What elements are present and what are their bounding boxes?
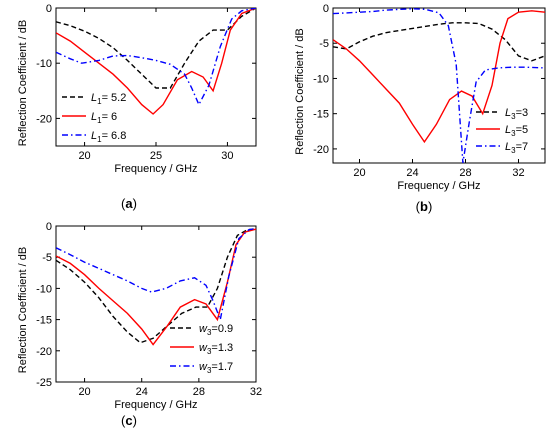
legend-symbol: L: [505, 124, 511, 136]
x-axis-title: Frequency / GHz: [397, 180, 480, 192]
x-axis-title: Frequency / GHz: [114, 163, 197, 175]
chart-panel-a: 20 25 30 0 -10 -20 Frequency / GHz Reflection C…: [17, 3, 257, 211]
legend-symbol: w: [199, 361, 208, 373]
x-tick-label: 28: [459, 167, 471, 179]
legend-subscript: 1: [97, 135, 102, 144]
y-tick-label: -20: [313, 144, 329, 156]
legend-value: = 5.2: [102, 92, 127, 104]
x-tick-label: 20: [353, 167, 365, 179]
x-tick-label: 20: [78, 386, 90, 398]
panel-letter: c: [125, 413, 132, 428]
y-tick-label: -10: [313, 73, 329, 85]
legend-subscript: 3: [511, 112, 516, 121]
plot-frame: [55, 225, 257, 383]
legend-label: L1= 6: [91, 111, 117, 125]
panel-label: (c): [121, 413, 137, 428]
legend-value: =0.9: [211, 323, 233, 335]
legend-symbol: L: [505, 107, 511, 119]
x-tick-label: 24: [136, 386, 148, 398]
legend-label: L3=3: [505, 107, 528, 121]
legend-subscript: 3: [511, 129, 516, 138]
x-tick-label: 20: [78, 150, 90, 162]
x-axis-title: Frequency / GHz: [114, 399, 197, 411]
legend-value: =1.3: [211, 342, 233, 354]
legend-value: = 6: [102, 111, 118, 123]
y-tick-label: 0: [46, 221, 52, 233]
legend-symbol: L: [91, 111, 97, 123]
x-tick-label: 32: [250, 386, 262, 398]
legend-symbol: L: [91, 130, 97, 142]
series-line-2: [56, 8, 256, 115]
legend-label: L1= 5.2: [91, 92, 126, 106]
series-line-2: [333, 10, 545, 144]
legend-subscript: 3: [511, 146, 516, 155]
legend-subscript: 1: [97, 97, 102, 106]
chart-panel-b: 20 24 28 32 0 -5 -10 -15 -20 Frequency / GHz Refle…: [294, 3, 546, 214]
legend-label: w3=1.7: [199, 361, 233, 375]
legend-value: =3: [516, 107, 529, 119]
y-axis-title: Reflection Coefficient / dB: [17, 247, 29, 373]
legend-symbol: L: [505, 141, 511, 153]
x-tick-label: 32: [512, 167, 524, 179]
x-tick-label: 28: [193, 386, 205, 398]
y-tick-label: 0: [46, 3, 52, 15]
y-tick-label: -15: [36, 315, 52, 327]
legend-symbol: w: [199, 342, 208, 354]
y-tick-label: -5: [319, 38, 329, 50]
series-line-3: [333, 8, 545, 163]
chart-panel-c: 20 24 28 32 0 -5 -10 -15 -20 -25 Frequency / GHz Re…: [17, 221, 262, 428]
y-tick-label: -20: [36, 113, 52, 125]
legend-value: = 6.8: [102, 130, 127, 142]
x-tick-label: 30: [221, 150, 233, 162]
series-line-1: [56, 8, 256, 89]
y-tick-label: -5: [42, 252, 52, 264]
panel-letter: a: [125, 196, 133, 211]
panel-letter: b: [420, 199, 428, 214]
legend-value: =7: [516, 141, 529, 153]
legend-symbol: L: [91, 92, 97, 104]
legend-subscript: 1: [97, 116, 102, 125]
legend-label: w3=1.3: [199, 342, 233, 356]
series-line-3: [56, 8, 256, 107]
plot-frame: [55, 7, 257, 147]
y-axis-title: Reflection Coefficient / dB: [17, 20, 29, 146]
legend-label: L1= 6.8: [91, 130, 126, 144]
y-tick-label: -15: [313, 109, 329, 121]
plot-frame: [332, 7, 546, 164]
legend-subscript: 3: [207, 366, 212, 375]
series-line-1: [56, 228, 256, 344]
series-line-1: [333, 22, 545, 62]
x-tick-label: 24: [406, 167, 418, 179]
x-tick-label: 25: [150, 150, 162, 162]
y-tick-label: 0: [323, 3, 329, 15]
y-axis-title: Reflection Coefficient / dB: [294, 28, 306, 154]
y-tick-label: -20: [36, 346, 52, 358]
legend-label: L3=7: [505, 141, 528, 155]
legend-subscript: 3: [207, 347, 212, 356]
legend-value: =1.7: [211, 361, 233, 373]
y-tick-label: -10: [36, 283, 52, 295]
legend-label: L3=5: [505, 124, 528, 138]
series-line-3: [56, 227, 256, 323]
y-tick-label: -10: [36, 58, 52, 70]
legend-label: w3=0.9: [199, 323, 233, 337]
panel-label: (a): [121, 196, 137, 211]
legend-subscript: 3: [207, 328, 212, 337]
legend-symbol: w: [199, 323, 208, 335]
legend-value: =5: [516, 124, 529, 136]
panel-label: (b): [416, 199, 433, 214]
y-tick-label: -25: [36, 377, 52, 389]
